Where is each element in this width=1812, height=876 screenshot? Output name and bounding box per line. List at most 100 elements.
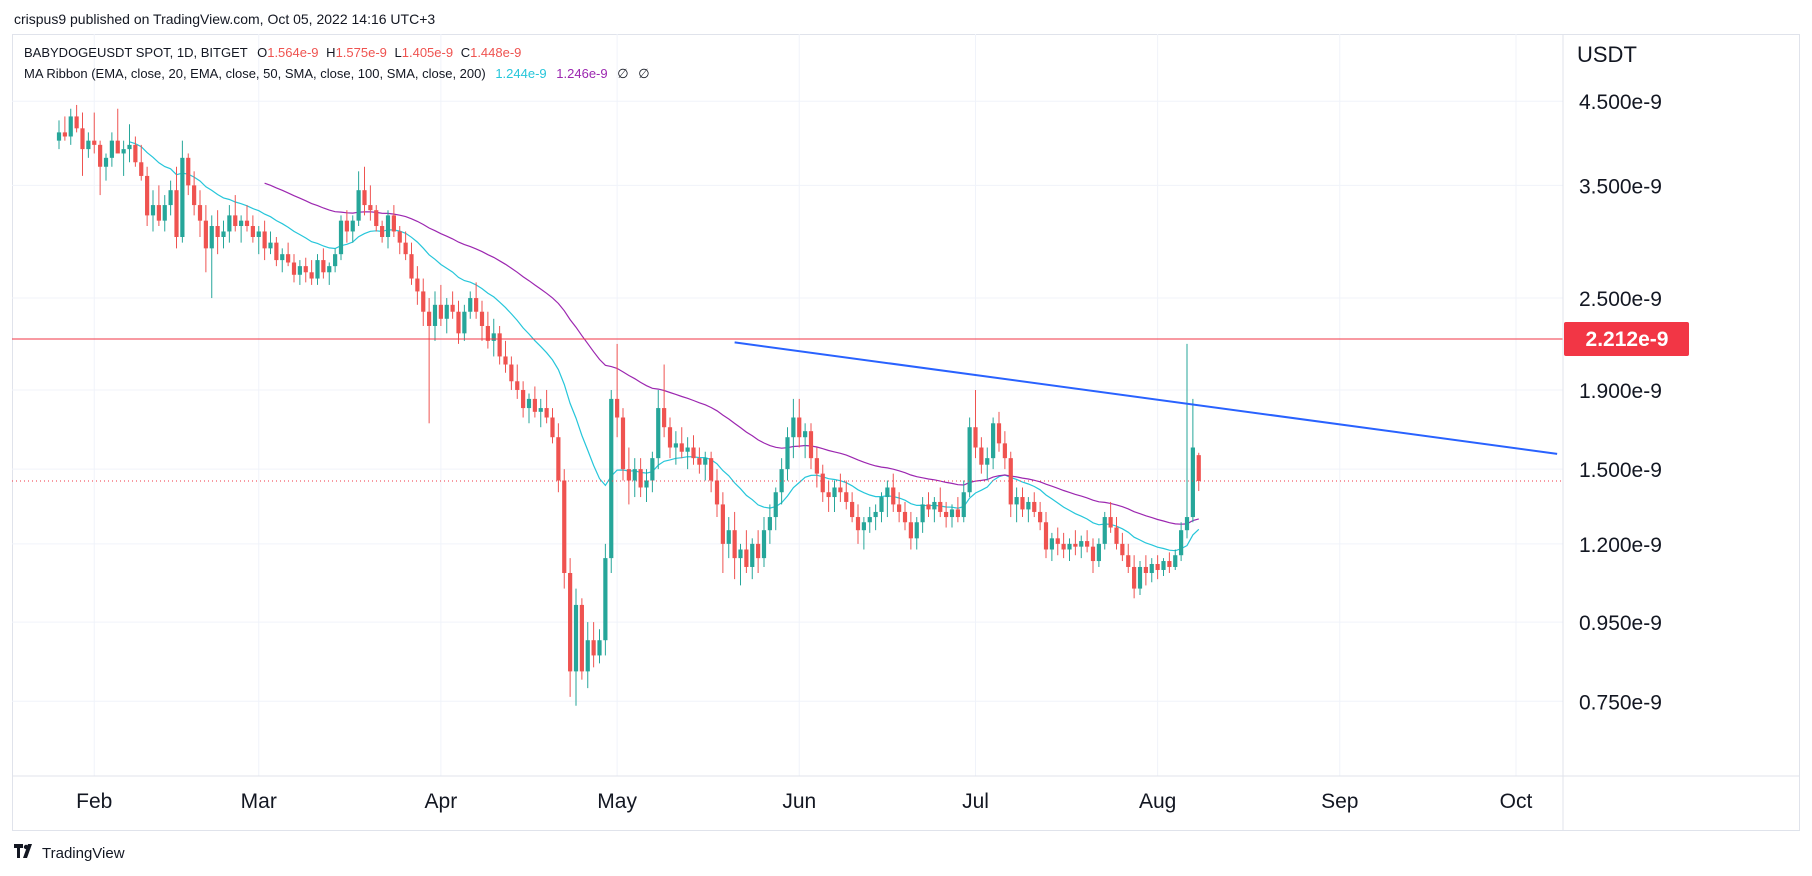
candle-body [421,291,426,312]
candle-body [814,458,819,474]
candle-body [1014,497,1019,505]
candle-body [838,487,843,493]
candle-body [450,304,455,312]
candle-body [1038,511,1043,523]
candle-body [603,558,608,641]
candle-body [1055,538,1060,544]
candle-body [955,509,960,518]
legend-symbol[interactable]: BABYDOGEUSDT SPOT, 1D, BITGET [24,45,248,60]
candle-body [162,205,167,221]
candle-body [180,157,185,237]
candle-body [115,140,120,154]
legend-l-label: L [394,45,402,60]
candle-body [855,517,861,531]
candle-body [338,220,344,255]
candlesticks [56,104,1201,706]
candle-body [1184,517,1190,531]
legend-ma4-value: ∅ [638,66,650,81]
candle-body [996,423,1002,444]
candle-body [344,220,349,232]
tradingview-brand: TradingView [42,845,125,862]
candle-body [233,215,238,227]
candle-body [1079,541,1084,547]
candle-body [503,356,508,365]
x-tick-label: Apr [425,790,458,813]
candle-body [109,140,114,158]
grid [12,34,1563,776]
candle-body [521,389,526,409]
candle-body [256,231,261,237]
candle-body [268,242,273,249]
legend-o-value: 1.564e-9 [267,45,319,60]
candle-body [908,522,913,539]
candle-body [145,175,150,216]
candle-body [515,381,520,390]
candle-body [262,231,267,249]
candle-body [914,522,919,539]
candle-body [779,469,784,493]
candle-body [403,242,408,255]
candle-body [1155,563,1160,570]
candle-body [656,408,661,459]
candle-body [538,408,543,412]
candle-body [544,408,549,418]
candle-body [932,501,937,510]
candle-body [550,417,555,438]
candle-body [726,530,731,544]
candle-body [309,272,314,279]
candle-body [791,417,796,438]
candle-body [573,604,579,672]
candle-body [820,473,825,493]
candle-body [773,492,778,518]
candle-body [867,517,872,523]
candle-body [356,190,361,221]
legend-ma-ribbon: MA Ribbon (EMA, close, 20, EMA, close, 5… [24,66,650,82]
candle-body [62,132,67,137]
candle-body [250,226,255,237]
candle-body [174,190,179,237]
x-tick-label: Aug [1139,790,1176,813]
y-tick-label: 2.500e-9 [1579,288,1662,311]
candle-body [873,511,878,518]
candle-body [368,205,373,211]
candle-body [667,427,673,448]
legend-ma-label[interactable]: MA Ribbon (EMA, close, 20, EMA, close, 5… [24,66,486,81]
candle-body [456,311,461,334]
candle-body [68,116,73,137]
candle-body [397,231,402,243]
x-tick-label: Feb [76,790,112,813]
candle-body [568,573,573,672]
candle-body [280,254,285,261]
candle-body [462,311,467,334]
legend-l-value: 1.405e-9 [401,45,454,60]
legend-c-value: 1.448e-9 [470,45,522,60]
trendline[interactable] [734,341,1558,455]
candle-body [80,128,85,150]
candle-body [485,325,490,341]
candle-body [192,185,197,206]
candle-body [1067,543,1072,550]
legend-h-label: H [326,45,336,60]
candle-body [239,220,244,227]
candle-body [1073,543,1078,547]
candle-body [991,423,996,459]
legend-ma2-value: 1.246e-9 [556,66,608,81]
candle-body [291,262,297,275]
tradingview-logo[interactable]: TradingView [14,844,125,863]
x-tick-label: Jun [782,790,816,813]
candle-body [985,458,990,465]
candle-body [850,501,855,518]
currency-label: USDT [1577,42,1637,67]
published-info: crispus9 published on TradingView.com, O… [14,11,436,27]
candle-body [1090,546,1096,562]
candle-body [374,210,379,227]
candle-body [98,144,103,167]
candle-body [609,398,614,559]
candle-body [885,487,890,498]
candle-body [926,504,931,510]
candle-body [750,543,755,567]
candle-body [168,190,173,206]
ma-ribbon [129,141,1200,552]
candle-body [732,530,737,559]
